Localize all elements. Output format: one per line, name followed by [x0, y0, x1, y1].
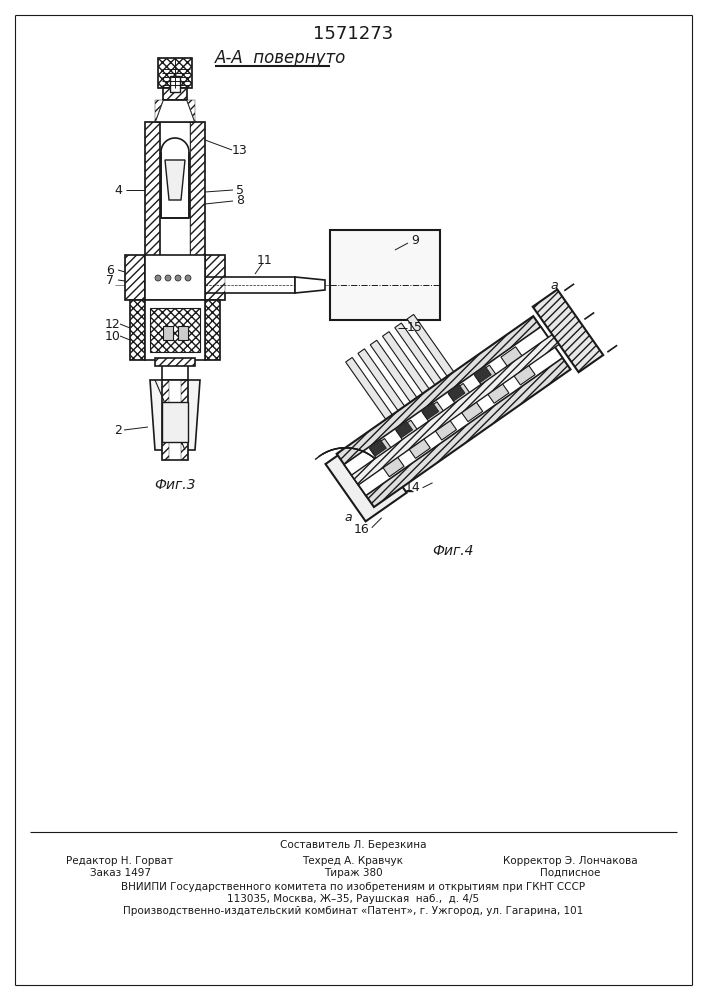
Polygon shape: [187, 100, 195, 122]
Polygon shape: [165, 160, 185, 200]
Bar: [178, 326, 188, 340]
Text: a: a: [344, 511, 352, 524]
Polygon shape: [395, 422, 413, 438]
Text: 6: 6: [106, 263, 114, 276]
Text: Заказ 1497: Заказ 1497: [90, 868, 151, 878]
Polygon shape: [474, 367, 491, 383]
Text: 13: 13: [232, 143, 248, 156]
Text: Подписное: Подписное: [540, 868, 600, 878]
Polygon shape: [337, 316, 571, 507]
Text: Фиг.4: Фиг.4: [433, 544, 474, 558]
Bar: [162, 402, 188, 442]
Bar: [160, 122, 190, 300]
Polygon shape: [533, 290, 603, 372]
Bar: [125, 255, 145, 300]
Text: 7: 7: [106, 273, 114, 286]
Polygon shape: [295, 277, 325, 293]
Polygon shape: [370, 340, 417, 402]
Text: 14: 14: [404, 481, 421, 494]
Text: А-А  повернуто: А-А повернуто: [215, 49, 346, 67]
Circle shape: [175, 275, 181, 281]
Bar: [190, 122, 205, 300]
Text: Тираж 380: Тираж 380: [324, 868, 382, 878]
Text: Техред А. Кравчук: Техред А. Кравчук: [303, 856, 404, 866]
Polygon shape: [155, 100, 163, 122]
Polygon shape: [501, 347, 535, 385]
Polygon shape: [474, 365, 509, 403]
Text: Производственно-издательский комбинат «Патент», г. Ужгород, ул. Гагарина, 101: Производственно-издательский комбинат «П…: [123, 906, 583, 916]
Text: 10: 10: [105, 330, 121, 342]
Polygon shape: [407, 314, 454, 376]
Bar: [205, 277, 295, 293]
Text: 8: 8: [236, 194, 244, 208]
Polygon shape: [150, 380, 200, 450]
Bar: [130, 300, 145, 360]
Bar: [163, 88, 187, 100]
Text: 2: 2: [114, 424, 122, 436]
Circle shape: [165, 275, 171, 281]
Text: 11: 11: [257, 253, 273, 266]
Bar: [162, 380, 169, 460]
Text: 113035, Москва, Ж–35, Раушская  наб.,  д. 4/5: 113035, Москва, Ж–35, Раушская наб., д. …: [227, 894, 479, 904]
Bar: [145, 122, 160, 300]
Bar: [205, 255, 225, 300]
Text: 12: 12: [105, 318, 121, 330]
Bar: [162, 360, 188, 380]
Text: Корректор Э. Лончакова: Корректор Э. Лончакова: [503, 856, 637, 866]
Text: 5: 5: [236, 184, 244, 196]
Text: 1571273: 1571273: [313, 25, 393, 43]
Polygon shape: [395, 323, 441, 385]
Text: II: II: [395, 475, 405, 493]
Text: 16: 16: [354, 523, 370, 536]
Bar: [150, 308, 200, 352]
Text: Составитель Л. Березкина: Составитель Л. Березкина: [280, 840, 426, 850]
Bar: [130, 300, 145, 360]
Circle shape: [185, 275, 191, 281]
Polygon shape: [422, 402, 457, 440]
Polygon shape: [421, 403, 439, 420]
Polygon shape: [448, 385, 465, 401]
Bar: [162, 380, 188, 460]
Text: Фиг.3: Фиг.3: [154, 478, 196, 492]
Bar: [163, 88, 187, 100]
Bar: [205, 255, 225, 300]
Bar: [158, 58, 192, 88]
Text: a: a: [551, 279, 559, 292]
Bar: [161, 152, 189, 218]
Bar: [125, 255, 145, 300]
Polygon shape: [396, 420, 431, 458]
Text: 15: 15: [407, 321, 423, 334]
Bar: [205, 300, 220, 360]
Polygon shape: [358, 349, 404, 411]
Circle shape: [155, 275, 161, 281]
Text: 4: 4: [114, 184, 122, 196]
Bar: [145, 255, 205, 300]
Bar: [145, 122, 160, 300]
Bar: [145, 300, 205, 360]
Bar: [330, 230, 440, 320]
Bar: [158, 58, 192, 88]
Polygon shape: [344, 327, 563, 496]
Polygon shape: [370, 439, 404, 477]
Polygon shape: [369, 440, 387, 456]
Text: 9: 9: [411, 233, 419, 246]
Text: ВНИИПИ Государственного комитета по изобретениям и открытиям при ГКНТ СССР: ВНИИПИ Государственного комитета по изоб…: [121, 882, 585, 892]
Text: Редактор Н. Горват: Редактор Н. Горват: [66, 856, 173, 866]
Polygon shape: [155, 100, 195, 122]
Polygon shape: [351, 326, 571, 485]
Bar: [190, 122, 205, 300]
Polygon shape: [448, 383, 483, 422]
Bar: [163, 326, 173, 340]
Polygon shape: [382, 332, 429, 394]
Bar: [155, 358, 195, 366]
Polygon shape: [346, 357, 392, 419]
Polygon shape: [325, 435, 407, 521]
Bar: [205, 300, 220, 360]
Bar: [170, 76, 180, 92]
Bar: [181, 380, 188, 460]
